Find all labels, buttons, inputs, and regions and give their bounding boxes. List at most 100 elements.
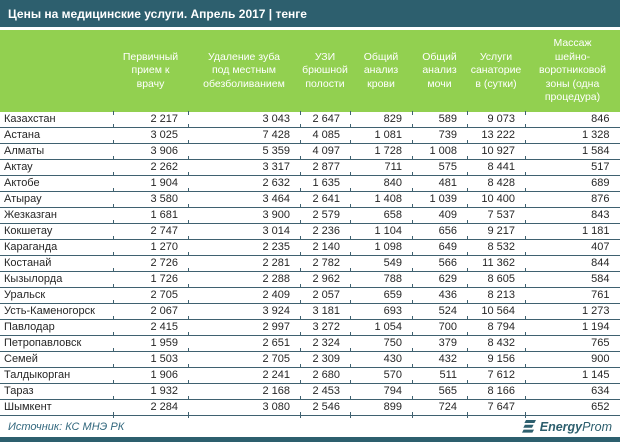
value-cell: 629 bbox=[412, 271, 467, 290]
value-cell: 656 bbox=[412, 223, 467, 242]
city-cell: Актау bbox=[0, 159, 113, 176]
value-cell: 432 bbox=[412, 351, 467, 370]
value-cell: 8 794 bbox=[467, 319, 525, 338]
table-row: Тараз 1 932 2 168 2 453 794 565 8 166 634 bbox=[0, 383, 620, 402]
value-cell: 8 428 bbox=[467, 175, 525, 194]
energyprom-logo-icon bbox=[521, 420, 536, 433]
city-cell: Кокшетау bbox=[0, 223, 113, 240]
city-cell: Костанай bbox=[0, 255, 113, 272]
value-cell: 899 bbox=[350, 399, 412, 418]
value-cell: 7 647 bbox=[467, 399, 525, 418]
value-cell: 1 273 bbox=[525, 303, 620, 322]
value-cell: 2 997 bbox=[188, 319, 300, 338]
value-cell: 9 156 bbox=[467, 351, 525, 370]
value-cell: 2 409 bbox=[188, 287, 300, 306]
value-cell: 2 877 bbox=[300, 159, 350, 178]
table-row: Талдыкорган 1 906 2 241 2 680 570 511 7 612 1 1… bbox=[0, 367, 620, 386]
value-cell: 3 181 bbox=[300, 303, 350, 322]
value-cell: 2 067 bbox=[113, 303, 188, 322]
value-cell: 11 362 bbox=[467, 255, 525, 274]
value-cell: 481 bbox=[412, 175, 467, 194]
footer: Источник: КС МНЭ РК EnergyProm bbox=[0, 416, 620, 437]
table-row: Семей 1 503 2 705 2 309 430 432 9 156 900 bbox=[0, 351, 620, 370]
table-row: Жезказган 1 681 3 900 2 579 658 409 7 537 843 bbox=[0, 207, 620, 226]
value-cell: 761 bbox=[525, 287, 620, 306]
value-cell: 1 008 bbox=[412, 143, 467, 162]
value-cell: 2 415 bbox=[113, 319, 188, 338]
value-cell: 2 236 bbox=[300, 223, 350, 242]
value-cell: 2 140 bbox=[300, 239, 350, 258]
value-cell: 3 272 bbox=[300, 319, 350, 338]
value-cell: 10 564 bbox=[467, 303, 525, 322]
city-cell: Алматы bbox=[0, 143, 113, 160]
column-header: УЗИ брюшной полости bbox=[300, 30, 350, 112]
value-cell: 7 612 bbox=[467, 367, 525, 386]
table-row: Астана 3 025 7 428 4 085 1 081 739 13 222 1 328 bbox=[0, 127, 620, 146]
value-cell: 13 222 bbox=[467, 127, 525, 146]
value-cell: 794 bbox=[350, 383, 412, 402]
value-cell: 900 bbox=[525, 351, 620, 370]
value-cell: 2 647 bbox=[300, 111, 350, 130]
value-cell: 2 262 bbox=[113, 159, 188, 178]
value-cell: 1 081 bbox=[350, 127, 412, 146]
value-cell: 843 bbox=[525, 207, 620, 226]
value-cell: 750 bbox=[350, 335, 412, 354]
value-cell: 2 680 bbox=[300, 367, 350, 386]
column-header: Удаление зуба под местным обезболиванием bbox=[188, 30, 300, 112]
value-cell: 1 408 bbox=[350, 191, 412, 210]
column-header: Первичный прием к врачу bbox=[113, 30, 188, 112]
table-row: Кызылорда 1 726 2 288 2 962 788 629 8 605 584 bbox=[0, 271, 620, 290]
value-cell: 1 959 bbox=[113, 335, 188, 354]
city-cell: Актобе bbox=[0, 175, 113, 192]
value-cell: 5 359 bbox=[188, 143, 300, 162]
value-cell: 693 bbox=[350, 303, 412, 322]
value-cell: 8 432 bbox=[467, 335, 525, 354]
value-cell: 430 bbox=[350, 351, 412, 370]
city-cell: Астана bbox=[0, 127, 113, 144]
energyprom-logo-text: EnergyProm bbox=[540, 420, 612, 434]
value-cell: 1 098 bbox=[350, 239, 412, 258]
value-cell: 1 145 bbox=[525, 367, 620, 386]
column-header: Услуги санаторие в (сутки) bbox=[467, 30, 525, 112]
logo-text-bold: Energy bbox=[539, 419, 583, 434]
value-cell: 649 bbox=[412, 239, 467, 258]
value-cell: 658 bbox=[350, 207, 412, 226]
city-cell: Тараз bbox=[0, 383, 113, 400]
value-cell: 2 235 bbox=[188, 239, 300, 258]
value-cell: 10 927 bbox=[467, 143, 525, 162]
value-cell: 3 025 bbox=[113, 127, 188, 146]
table-header: Первичный прием к врачу Удаление зуба под… bbox=[0, 30, 620, 112]
value-cell: 8 441 bbox=[467, 159, 525, 178]
value-cell: 1 181 bbox=[525, 223, 620, 242]
value-cell: 700 bbox=[412, 319, 467, 338]
value-cell: 570 bbox=[350, 367, 412, 386]
column-header: Общий анализ мочи bbox=[412, 30, 467, 112]
city-cell: Атырау bbox=[0, 191, 113, 208]
value-cell: 788 bbox=[350, 271, 412, 290]
value-cell: 2 705 bbox=[113, 287, 188, 306]
value-cell: 2 288 bbox=[188, 271, 300, 290]
value-cell: 4 085 bbox=[300, 127, 350, 146]
value-cell: 2 651 bbox=[188, 335, 300, 354]
city-cell: Усть-Каменогорск bbox=[0, 303, 113, 320]
energyprom-logo: EnergyProm bbox=[521, 420, 612, 434]
table-row: Алматы 3 906 5 359 4 097 1 728 1 008 10 927 1 5… bbox=[0, 143, 620, 162]
value-cell: 2 324 bbox=[300, 335, 350, 354]
value-cell: 379 bbox=[412, 335, 467, 354]
value-cell: 1 726 bbox=[113, 271, 188, 290]
table-row: Актау 2 262 3 317 2 877 711 575 8 441 517 bbox=[0, 159, 620, 178]
value-cell: 3 580 bbox=[113, 191, 188, 210]
value-cell: 2 057 bbox=[300, 287, 350, 306]
value-cell: 2 281 bbox=[188, 255, 300, 274]
value-cell: 2 579 bbox=[300, 207, 350, 226]
city-cell: Караганда bbox=[0, 239, 113, 256]
value-cell: 652 bbox=[525, 399, 620, 418]
value-cell: 3 900 bbox=[188, 207, 300, 226]
city-cell: Петропавловск bbox=[0, 335, 113, 352]
logo-text-regular: Prom bbox=[582, 419, 612, 434]
value-cell: 3 080 bbox=[188, 399, 300, 418]
value-cell: 2 453 bbox=[300, 383, 350, 402]
value-cell: 565 bbox=[412, 383, 467, 402]
value-cell: 1 039 bbox=[412, 191, 467, 210]
